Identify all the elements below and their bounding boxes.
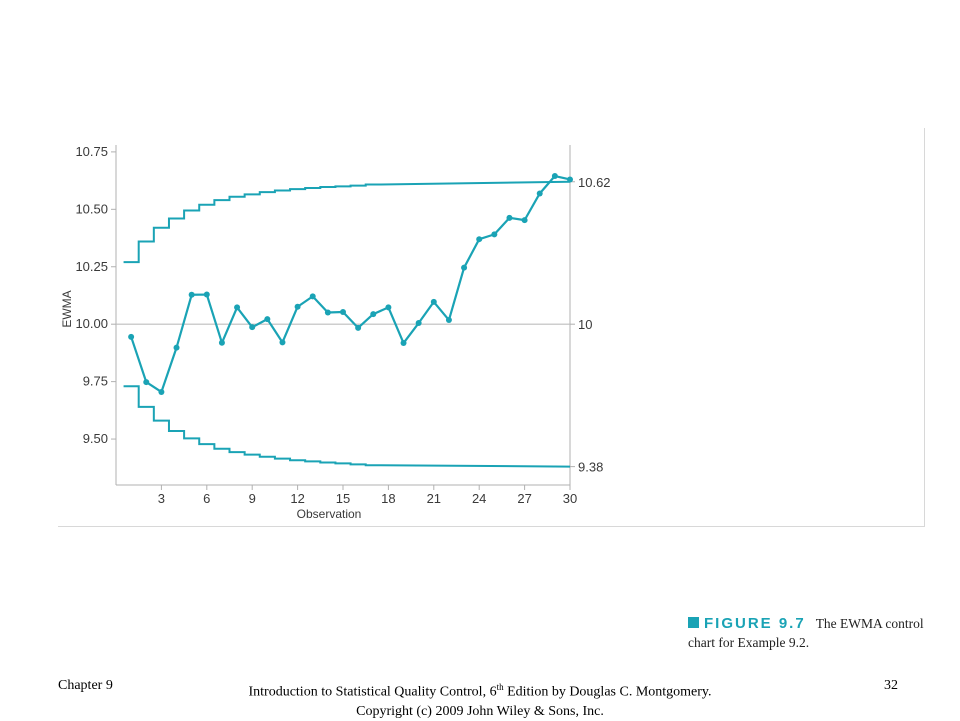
ewma-series-line — [130, 174, 571, 394]
ewma-point — [264, 316, 271, 323]
lower-control-limit — [123, 385, 571, 468]
ewma-point — [355, 324, 362, 331]
x-tick-label: 24 — [472, 491, 486, 506]
ewma-point — [294, 303, 301, 310]
x-tick-label: 9 — [249, 491, 256, 506]
y-tick-label: 10.00 — [75, 316, 108, 331]
ewma-point — [536, 190, 543, 197]
footer-chapter: Chapter 9 — [58, 678, 113, 693]
x-tick-label: 15 — [336, 491, 350, 506]
ewma-chart: 9.50 9.75 10.00 10.25 10.50 10.75 3 6 9 12 15 18 21 2… — [60, 144, 611, 521]
ewma-point — [340, 309, 346, 316]
footer-citation: Introduction to Statistical Quality Cont… — [200, 678, 760, 721]
x-tick-label: 21 — [427, 491, 441, 506]
ewma-point — [476, 236, 483, 243]
ewma-point — [279, 339, 286, 346]
y-tick-label: 9.50 — [83, 431, 108, 446]
ewma-point — [309, 293, 316, 300]
figure-panel: 9.50 9.75 10.00 10.25 10.50 10.75 3 6 9 12 15 18 21 2… — [58, 128, 925, 650]
y-tick-label: 10.50 — [75, 201, 108, 216]
caption-label: FIGURE 9.7 — [704, 615, 806, 632]
y-axis-title: EWMA — [60, 290, 74, 327]
ewma-point — [370, 311, 377, 318]
x-tick-label: 27 — [517, 491, 531, 506]
x-tick-label: 18 — [381, 491, 395, 506]
footer-page-number: 32 — [884, 678, 898, 693]
x-tick-label: 6 — [203, 491, 210, 506]
x-tick-label: 30 — [563, 491, 577, 506]
x-tick-label: 12 — [290, 491, 304, 506]
y-tick-label: 10.25 — [75, 259, 108, 274]
footer-citation-pre: Introduction to Statistical Quality Cont… — [248, 684, 497, 700]
ewma-point — [158, 388, 165, 395]
y-tick-label: 9.75 — [83, 374, 108, 389]
figure-caption: FIGURE 9.7 The EWMA control chart for Exa… — [688, 615, 960, 652]
footer-citation-post: Edition by Douglas C. Montgomery. — [503, 684, 712, 700]
caption-text-line-1: The EWMA control — [815, 616, 924, 631]
ewma-point — [506, 214, 513, 221]
ewma-point — [128, 333, 135, 340]
right-limit-label: 10.62 — [578, 175, 611, 190]
ewma-point — [324, 309, 331, 316]
ewma-point — [218, 339, 225, 346]
right-limit-label: 10 — [578, 317, 592, 332]
caption-square-icon — [688, 617, 699, 629]
ewma-point — [234, 304, 241, 311]
ewma-point — [249, 324, 256, 331]
x-tick-label: 3 — [158, 491, 165, 506]
ewma-point — [143, 379, 150, 386]
y-tick-label: 10.75 — [75, 144, 108, 159]
x-axis-title: Observation — [297, 507, 362, 521]
right-limit-label: 9.38 — [578, 460, 603, 475]
footer-citation-sup: th — [496, 682, 504, 692]
ewma-point — [415, 320, 422, 327]
ewma-point — [173, 344, 180, 351]
ewma-point — [461, 264, 468, 271]
footer-copyright: Copyright (c) 2009 John Wiley & Sons, In… — [356, 703, 604, 719]
caption-text-line-2: chart for Example 9.2. — [688, 635, 810, 650]
ewma-point — [491, 231, 498, 238]
ewma-point — [521, 217, 528, 224]
ewma-point — [445, 317, 452, 324]
ewma-point — [385, 304, 392, 311]
ewma-point — [203, 291, 210, 298]
ewma-point — [400, 340, 407, 347]
ewma-point — [551, 173, 558, 180]
upper-control-limit — [123, 180, 571, 264]
ewma-point — [188, 291, 195, 298]
ewma-point — [430, 298, 437, 305]
ewma-point — [567, 176, 573, 183]
